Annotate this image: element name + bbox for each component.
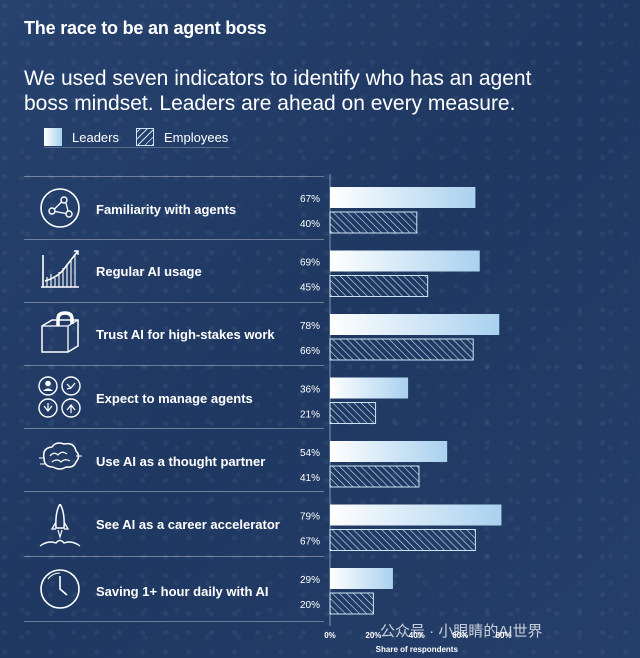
data-label-leaders: 79% (300, 512, 320, 523)
row-label: Trust AI for high-stakes work (96, 327, 275, 342)
row-saving-time: Saving 1+ hour daily with AI (24, 557, 324, 619)
row-divider (24, 302, 324, 303)
x-tick-label: 20% (365, 631, 381, 640)
row-label: Familiarity with agents (96, 202, 237, 217)
data-label-employees: 66% (300, 346, 320, 357)
data-label-employees: 41% (300, 473, 320, 484)
row-label: See AI as a career accelerator (96, 517, 280, 532)
x-tick-label: 40% (409, 631, 425, 640)
row-divider (24, 491, 324, 492)
network-icon (40, 188, 80, 228)
x-tick-label: 60% (452, 631, 468, 640)
bar-employees (329, 529, 476, 551)
bar-leaders (330, 377, 409, 399)
data-label-leaders: 36% (300, 385, 320, 396)
row-divider (24, 621, 324, 622)
team-agents-icon (38, 376, 81, 418)
page-title: The race to be an agent boss (24, 18, 267, 38)
subtitle: We used seven indicators to identify who… (24, 67, 532, 115)
legend-divider (44, 147, 229, 148)
bar-employees (329, 275, 429, 297)
legend-employees-swatch (136, 128, 154, 146)
bar-employees (329, 402, 377, 424)
row-label: Expect to manage agents (96, 391, 253, 406)
row-label: Regular AI usage (96, 264, 202, 279)
row-divider (24, 365, 324, 366)
row-career: See AI as a career accelerator (24, 492, 324, 554)
bar-leaders (330, 568, 393, 589)
data-label-leaders: 67% (300, 194, 320, 205)
bar-leaders (330, 250, 480, 272)
row-divider (24, 428, 324, 429)
data-label-leaders: 54% (300, 448, 320, 459)
data-label-employees: 67% (300, 537, 320, 548)
watermark: 公众号 · 小眼睛的AI世界 (380, 623, 543, 640)
data-label-employees: 45% (300, 283, 320, 294)
data-label-employees: 40% (300, 219, 320, 230)
x-tick-label: 0% (324, 631, 336, 640)
bar-employees (329, 592, 374, 615)
bar-leaders (330, 504, 502, 526)
growth-chart-icon (41, 250, 79, 288)
row-label: Use AI as a thought partner (96, 454, 266, 469)
row-regular-usage: Regular AI usage (24, 240, 324, 302)
legend-leaders-label: Leaders (72, 129, 119, 145)
row-familiarity: Familiarity with agents (24, 177, 324, 239)
clock-icon (40, 569, 80, 609)
legend-leaders: Leaders (44, 128, 119, 146)
legend-employees-label: Employees (164, 129, 229, 145)
row-label: Saving 1+ hour daily with AI (96, 584, 269, 599)
bar-leaders (330, 441, 448, 462)
x-tick-label: 80% (496, 631, 512, 640)
data-label-employees: 21% (300, 410, 320, 421)
row-divider (24, 176, 324, 177)
bar-employees (329, 465, 420, 488)
row-trust: Trust AI for high-stakes work (24, 303, 324, 365)
data-label-leaders: 29% (300, 575, 320, 586)
bar-employees (329, 338, 474, 361)
x-axis-label: Share of respondents (376, 645, 459, 654)
row-divider (24, 556, 324, 557)
bar-employees (329, 211, 418, 234)
legend-leaders-swatch (44, 128, 62, 146)
rocket-icon (39, 504, 81, 547)
bar-leaders (330, 187, 476, 208)
row-thought-partner: Use AI as a thought partner (24, 429, 324, 491)
unlocked-padlock-icon (41, 311, 79, 353)
bar-leaders (330, 314, 500, 335)
row-divider (24, 239, 324, 240)
legend-employees: Employees (136, 128, 228, 146)
brain-icon (39, 442, 82, 470)
row-manage-agents: Expect to manage agents (24, 366, 324, 428)
data-label-employees: 20% (300, 600, 320, 611)
data-label-leaders: 78% (300, 321, 320, 332)
data-label-leaders: 69% (300, 258, 320, 269)
